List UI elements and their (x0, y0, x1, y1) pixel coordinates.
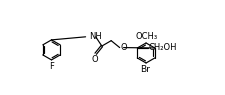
Text: CH₂OH: CH₂OH (148, 44, 177, 52)
Text: O: O (120, 43, 126, 52)
Text: Br: Br (140, 65, 150, 74)
Text: NH: NH (88, 32, 101, 41)
Text: F: F (49, 62, 54, 71)
Text: O: O (91, 55, 98, 64)
Text: OCH₃: OCH₃ (135, 32, 157, 41)
